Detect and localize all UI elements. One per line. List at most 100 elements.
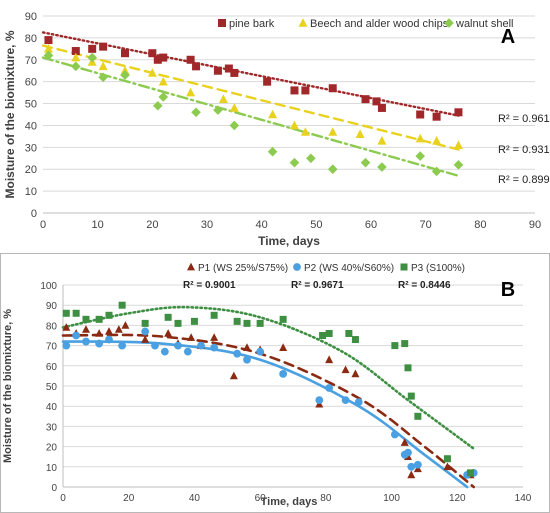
data-point	[325, 384, 334, 392]
data-point	[43, 50, 54, 61]
x-tick-label: 90	[529, 219, 541, 231]
x-tick-label: 0	[40, 219, 46, 231]
legend-label: walnut shell	[455, 18, 513, 30]
x-tick-label: 40	[256, 219, 268, 231]
y-tick-label: 40	[46, 402, 58, 413]
data-point	[415, 133, 425, 143]
x-tick-label: 60	[365, 219, 377, 231]
data-point	[404, 448, 412, 457]
data-point	[230, 68, 239, 77]
data-point	[233, 317, 241, 325]
y-tick-label: 50	[46, 382, 58, 393]
y-tick-label: 80	[46, 321, 58, 332]
legend-marker	[444, 18, 454, 28]
data-point	[229, 120, 240, 131]
r-squared-label: R² = 0.9001	[183, 280, 236, 291]
data-point	[151, 341, 159, 350]
legend-label: Beech and alder wood chips	[310, 18, 449, 30]
data-point	[454, 108, 463, 117]
data-point	[224, 64, 233, 73]
x-tick-label: 140	[515, 493, 532, 504]
data-point	[443, 462, 452, 471]
data-point	[147, 68, 157, 77]
trendline	[41, 56, 460, 177]
chart-a-svg: 0 10 20 30 40 50 60 70 80 90 0 10 20 30 40 50 60 70 80 90 Ti…	[3, 11, 550, 248]
data-point	[72, 331, 81, 340]
r-squared-label: R² = 0.9671	[291, 280, 344, 291]
y-tick-label: 60	[25, 77, 37, 89]
data-point	[164, 329, 173, 337]
y-tick-label: 30	[25, 142, 37, 154]
x-tick-label: 40	[189, 493, 201, 504]
data-point	[88, 44, 97, 53]
data-point	[98, 61, 108, 71]
data-point	[233, 349, 242, 358]
data-point	[148, 49, 157, 58]
data-point	[279, 315, 287, 323]
data-point	[121, 49, 129, 58]
data-point	[44, 36, 53, 45]
x-tick-label: 20	[123, 493, 135, 504]
data-point	[82, 337, 90, 346]
data-point	[174, 341, 182, 350]
data-point	[229, 371, 238, 380]
data-point	[377, 135, 387, 145]
x-axis-label: Time, days	[258, 234, 320, 248]
legend-marker	[400, 263, 408, 271]
trendline	[61, 333, 476, 489]
data-point	[62, 309, 70, 317]
y-tick-label: 90	[25, 11, 37, 23]
data-point	[210, 333, 219, 341]
data-point	[361, 95, 370, 104]
data-point	[404, 364, 412, 372]
data-point	[43, 44, 53, 53]
legend-label: P1 (WS 25%/S75%)	[198, 263, 288, 274]
y-tick-label: 40	[25, 120, 37, 132]
y-tick-label: 70	[46, 342, 58, 353]
x-tick-label: 20	[146, 219, 158, 231]
data-point	[306, 153, 316, 164]
legend-marker	[293, 263, 301, 271]
x-tick-label: 30	[201, 219, 213, 231]
chart-panel-a: 0 10 20 30 40 50 60 70 80 90 0 10 20 30 40 50 60 70 80 90 Ti…	[0, 0, 550, 253]
trendline	[61, 305, 476, 450]
data-point	[243, 319, 251, 327]
data-point	[289, 157, 300, 168]
y-tick-label: 100	[40, 281, 57, 292]
data-point	[62, 341, 71, 350]
data-point	[210, 343, 219, 352]
y-tick-label: 20	[25, 164, 37, 176]
data-point	[354, 398, 363, 407]
data-point	[153, 55, 162, 64]
legend-label: P3 (S100%)	[411, 263, 465, 274]
data-point	[99, 42, 108, 51]
data-point	[400, 438, 409, 446]
data-point	[174, 319, 182, 327]
r-squared-label: R² = 0.8993	[498, 174, 550, 186]
series-p3-s100	[62, 301, 474, 477]
data-point	[186, 55, 195, 64]
data-point	[414, 412, 422, 420]
y-tick-label: 10	[46, 463, 58, 474]
data-point	[213, 66, 222, 75]
data-point	[432, 112, 441, 121]
y-tick-label: 0	[31, 208, 37, 220]
data-point	[355, 129, 365, 138]
x-tick-label: 50	[310, 219, 322, 231]
data-point	[345, 329, 353, 337]
data-point	[279, 343, 288, 351]
data-point	[164, 313, 172, 321]
data-point	[105, 335, 113, 344]
y-tick-label: 10	[25, 186, 37, 198]
x-axis-label: Time, days	[261, 496, 318, 508]
chart-panel-b: 0 10 20 30 40 50 60 70 80 90 100 0 20 40 60 80 100 120 140…	[0, 253, 550, 513]
data-point	[82, 325, 90, 333]
data-point	[98, 72, 108, 83]
r-squared-label: R² = 0.9619	[498, 113, 550, 125]
data-point	[377, 103, 386, 112]
data-point	[453, 160, 464, 170]
data-point	[263, 77, 272, 86]
data-point	[243, 355, 251, 364]
data-point	[118, 301, 126, 309]
data-point	[218, 94, 228, 103]
